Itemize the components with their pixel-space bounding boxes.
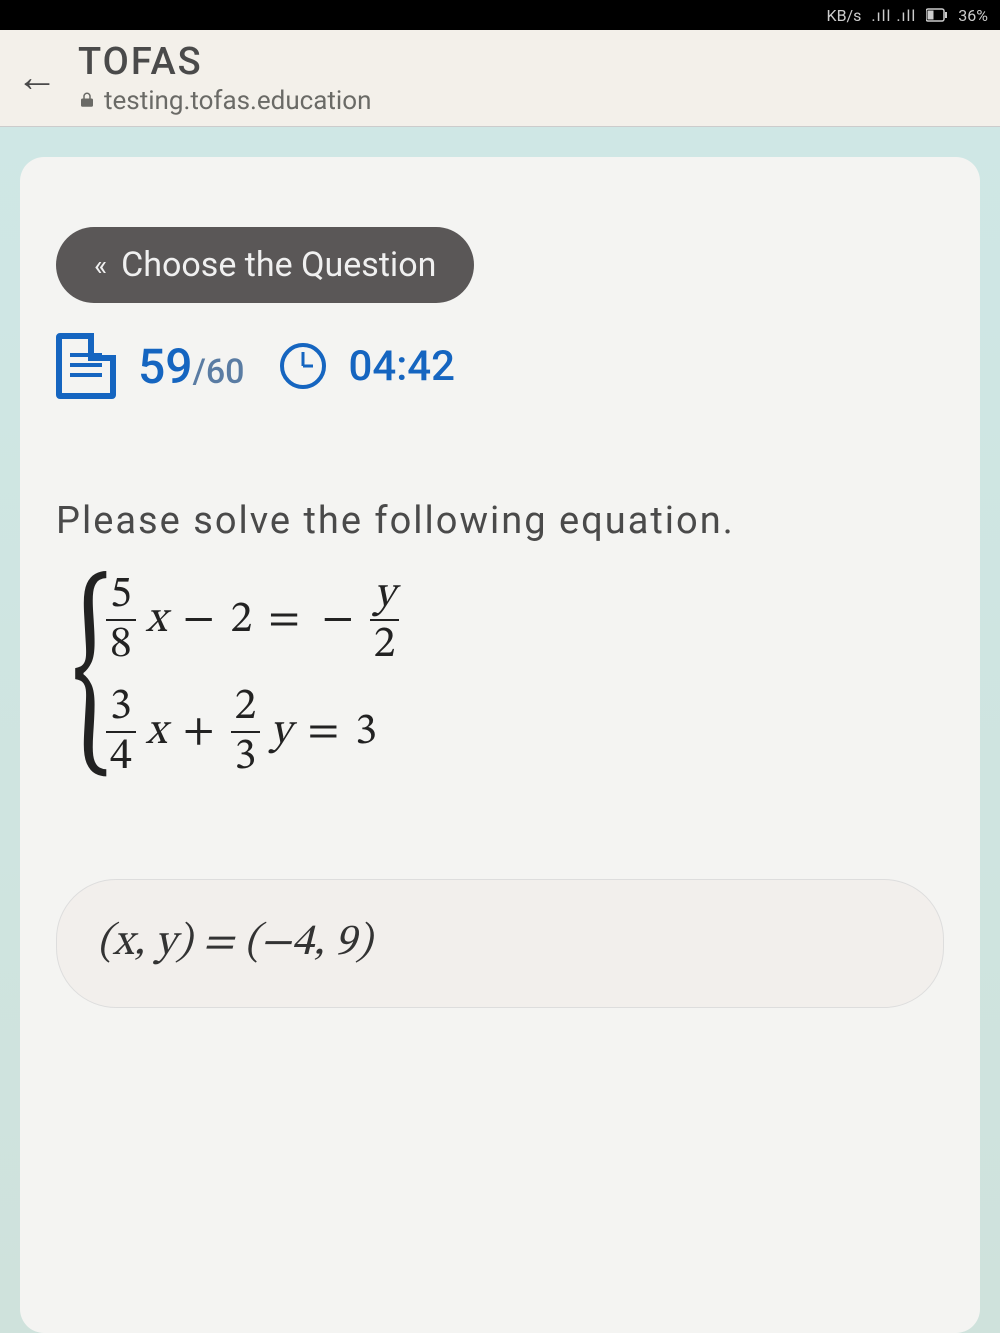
eq1-frac2-num: y — [370, 573, 399, 619]
page-title: TOFAS — [78, 40, 371, 84]
answer-option-1-text: (x, y) = (−4, 9) — [97, 921, 372, 965]
page-body: « Choose the Question 59/60 04:42 Please… — [0, 127, 1000, 1333]
equation-row-2: 34 x + 23 y = 3 — [106, 685, 399, 779]
lock-icon — [78, 86, 96, 116]
progress-current: 59 — [138, 338, 193, 395]
equation-system: { 58 x − 2 = − y2 34 x + 23 y = — [56, 573, 944, 779]
browser-header: ← TOFAS testing.tofas.education — [0, 30, 1000, 127]
question-prompt: Please solve the following equation. — [56, 499, 944, 543]
eq2-plus: + — [177, 705, 221, 760]
progress-total: /60 — [193, 352, 245, 392]
back-button[interactable]: ← — [16, 57, 58, 99]
document-icon — [56, 333, 116, 399]
net-speed: KB/s — [827, 6, 862, 25]
eq2-frac2-den: 3 — [231, 731, 261, 779]
answer-option-1[interactable]: (x, y) = (−4, 9) — [56, 879, 944, 1008]
eq2-equals: = — [302, 705, 346, 760]
equation-row-1: 58 x − 2 = − y2 — [106, 573, 399, 667]
url-text: testing.tofas.education — [104, 86, 371, 116]
brace-icon: { — [72, 583, 112, 770]
chevron-left-icon: « — [94, 249, 107, 282]
timer: 04:42 — [348, 342, 455, 391]
eq1-equals: = — [262, 593, 306, 648]
battery-percent: 36% — [958, 6, 988, 25]
url-bar[interactable]: testing.tofas.education — [78, 86, 371, 116]
question-card: « Choose the Question 59/60 04:42 Please… — [20, 157, 980, 1333]
eq2-var2: y — [270, 705, 291, 760]
eq1-const: 2 — [231, 593, 253, 648]
question-progress: 59/60 — [138, 338, 244, 395]
eq1-frac2-den: 2 — [370, 619, 400, 667]
eq2-rhs: 3 — [355, 705, 377, 760]
eq1-neg: − — [316, 593, 360, 648]
choose-question-label: Choose the Question — [121, 245, 436, 285]
status-bar: KB/s .ıll .ıll 36% — [0, 0, 1000, 30]
clock-icon — [280, 343, 326, 389]
battery-icon — [926, 8, 948, 22]
meta-row: 59/60 04:42 — [56, 333, 944, 399]
eq2-var1: x — [146, 705, 167, 760]
choose-question-button[interactable]: « Choose the Question — [56, 227, 474, 303]
eq2-frac2-num: 2 — [231, 685, 261, 731]
signal-icon: .ıll .ıll — [871, 6, 916, 25]
eq1-minus: − — [177, 593, 221, 648]
eq1-var1: x — [146, 593, 167, 648]
